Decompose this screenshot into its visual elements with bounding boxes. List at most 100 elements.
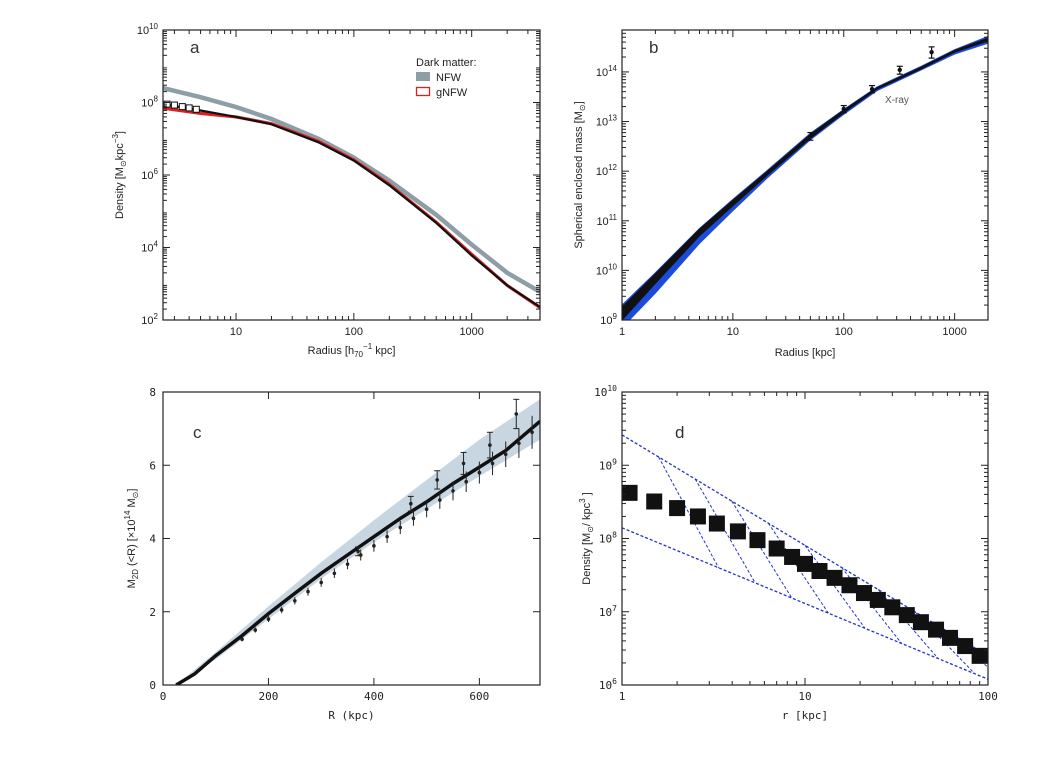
- y-tick-label: 104: [141, 240, 158, 255]
- series-nfw-line: [163, 85, 540, 294]
- band-xray: [622, 35, 988, 320]
- data-point: [461, 461, 466, 466]
- data-point: [385, 534, 389, 539]
- data-point: [345, 562, 350, 566]
- data-point: [768, 540, 785, 557]
- panel-label-a: a: [190, 38, 200, 57]
- plot-area: [622, 35, 988, 320]
- band-hatch: [804, 545, 866, 629]
- data-point: [293, 598, 297, 603]
- data-point: [503, 452, 508, 457]
- x-tick-label: 10: [230, 326, 242, 338]
- panel-d: 1 10 100 106 107 108 109 1010 d r [kpc] Density [M…: [578, 384, 998, 722]
- y-tick-label: 1010: [596, 262, 618, 277]
- data-point: [855, 585, 872, 602]
- data-point: [451, 489, 455, 493]
- y-tick-label: 106: [599, 677, 617, 692]
- data-point: [477, 470, 482, 475]
- legend-swatch: [415, 86, 431, 97]
- panel-a: 10 100 1000 102 104 106 108 1010 a Dark matter: NF…: [111, 22, 541, 359]
- y-axis-label: Density [M⊙/ kpc3 ]: [578, 492, 595, 584]
- y-axis-label: Spherical enclosed mass [M⊙]: [573, 101, 587, 248]
- data-point: [689, 508, 706, 525]
- data-point: [808, 134, 813, 139]
- x-tick-label: 10: [798, 690, 811, 703]
- data-point: [797, 555, 813, 572]
- panel-a-frame: [162, 29, 541, 321]
- data-point: [942, 629, 959, 646]
- y-tick-label: 4: [149, 533, 156, 546]
- x-tick-label: 1: [619, 326, 625, 338]
- data-point: [884, 599, 901, 616]
- data-point: [869, 591, 886, 608]
- data-marker: [192, 105, 200, 113]
- data-point: [971, 647, 988, 664]
- x-axis-label: Radius [h70−1 kpc]: [308, 342, 396, 359]
- data-point: [784, 548, 801, 565]
- y-tick-label: 1014: [596, 64, 618, 79]
- data-point: [912, 614, 929, 631]
- data-point: [306, 589, 310, 594]
- series-bestfit-line: [163, 103, 540, 308]
- panel-b: 1 10 100 1000 109 1010 1011 1012 1013 1014 b X-ray R…: [573, 29, 989, 359]
- data-point: [811, 563, 828, 580]
- x-axis-label: r [kpc]: [782, 709, 828, 722]
- data-point: [729, 523, 746, 540]
- plot-area: [175, 398, 540, 685]
- series-model-line: [175, 419, 540, 685]
- x-tick-label: 600: [469, 690, 489, 703]
- y-axis-label: Density [M⊙kpc−3]: [111, 131, 128, 219]
- x-tick-label: 100: [835, 326, 853, 338]
- data-point: [279, 608, 284, 612]
- series-gnfw-line: [163, 106, 540, 309]
- y-tick-label: 107: [599, 604, 617, 619]
- x-tick-label: 1: [619, 690, 626, 703]
- data-point: [841, 577, 858, 594]
- data-point: [622, 484, 638, 501]
- data-point: [488, 443, 492, 447]
- y-tick-label: 109: [599, 457, 617, 472]
- data-point: [928, 621, 945, 638]
- data-point: [411, 516, 416, 521]
- data-point: [319, 580, 323, 585]
- data-point: [398, 525, 403, 530]
- x-tick-label: 1000: [942, 326, 966, 338]
- y-tick-label: 1013: [596, 114, 618, 129]
- x-tick-label: 100: [345, 326, 363, 338]
- data-point: [240, 637, 244, 642]
- data-point: [646, 493, 663, 510]
- x-tick-label: 400: [364, 690, 384, 703]
- legend-label: gNFW: [436, 87, 468, 99]
- band-model: [622, 37, 988, 320]
- y-tick-label: 6: [149, 459, 156, 472]
- data-point: [957, 638, 974, 655]
- y-axis-label: M2D (<R) [×1014 M⊙]: [123, 489, 140, 589]
- data-point: [490, 461, 495, 466]
- y-tick-label: 1011: [596, 213, 617, 228]
- legend-label: NFW: [436, 72, 462, 84]
- panel-label-d: d: [675, 423, 684, 442]
- x-axis-label: R (kpc): [328, 709, 374, 722]
- data-marker: [170, 101, 178, 109]
- y-tick-label: 0: [149, 679, 156, 692]
- legend-swatch: [416, 72, 430, 81]
- y-tick-label: 109: [600, 312, 617, 327]
- data-point: [869, 86, 875, 92]
- data-point: [929, 49, 934, 55]
- data-marker: [178, 103, 186, 111]
- data-point: [424, 507, 429, 512]
- plot-area: [163, 85, 540, 309]
- y-tick-label: 1010: [137, 22, 159, 37]
- y-tick-label: 108: [599, 531, 617, 546]
- panel-c: 0 200 400 600 0 2 4 6 8 c R (kpc) M2D (<R) [×1014 M…: [123, 386, 541, 722]
- band-hatch: [694, 478, 756, 584]
- data-point: [253, 628, 258, 632]
- y-tick-label: 8: [149, 386, 156, 399]
- y-tick-label: 102: [141, 312, 158, 327]
- panel-label-c: c: [193, 423, 202, 442]
- band-hatch: [767, 522, 829, 614]
- y-tick-label: 1010: [594, 384, 617, 399]
- data-point: [841, 106, 846, 112]
- data-point: [356, 549, 360, 554]
